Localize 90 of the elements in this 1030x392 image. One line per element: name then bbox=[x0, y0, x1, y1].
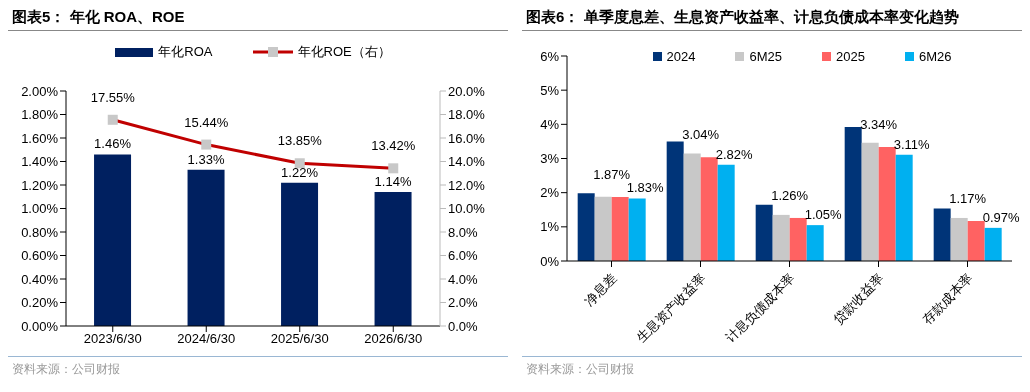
y2-tick-label: 2.0% bbox=[448, 295, 479, 311]
bar bbox=[187, 169, 225, 326]
bar bbox=[967, 221, 985, 261]
bar bbox=[374, 192, 412, 326]
bar bbox=[806, 225, 824, 261]
bar bbox=[984, 227, 1002, 261]
y2-tick-label: 18.0% bbox=[448, 107, 486, 123]
y-tick-label: 6% bbox=[540, 48, 560, 64]
text: 2024 bbox=[666, 49, 696, 64]
text: 6M25 bbox=[749, 49, 782, 64]
y-tick-label: 0.60% bbox=[21, 248, 59, 264]
data-label: 3.11% bbox=[893, 136, 931, 152]
data-label: 0.97% bbox=[982, 209, 1020, 225]
y-tick-label: 3% bbox=[540, 151, 560, 167]
text: 资料来源：公司财报 bbox=[522, 356, 1022, 378]
y2-tick-label: 16.0% bbox=[448, 130, 486, 146]
x-tick-label: 2025/6/30 bbox=[270, 331, 329, 347]
x-tick-label: 贷款收益率 bbox=[830, 270, 887, 328]
text: 6M26 bbox=[918, 49, 952, 64]
text: 年化ROA bbox=[158, 43, 213, 61]
data-label: 13.42% bbox=[371, 138, 416, 154]
y-tick-label: 1.60% bbox=[21, 130, 59, 146]
data-label: 1.05% bbox=[804, 207, 842, 223]
bar bbox=[772, 214, 790, 261]
data-label: 17.55% bbox=[90, 89, 136, 105]
data-label: 2.82% bbox=[715, 146, 753, 162]
data-label: 3.34% bbox=[860, 116, 898, 132]
x-tick-label: 2026/6/30 bbox=[364, 331, 423, 347]
bar bbox=[594, 196, 612, 261]
data-label: 1.83% bbox=[626, 180, 664, 196]
data-label: 13.85% bbox=[277, 133, 323, 149]
bar bbox=[666, 141, 684, 261]
y2-tick-label: 20.0% bbox=[448, 83, 486, 99]
bar bbox=[683, 153, 701, 261]
y2-tick-label: 10.0% bbox=[448, 201, 486, 217]
y-tick-label: 2% bbox=[540, 185, 560, 201]
bar bbox=[628, 198, 646, 261]
data-label: 1.26% bbox=[771, 187, 809, 203]
data-label: 1.33% bbox=[187, 151, 225, 167]
data-label: 3.04% bbox=[682, 127, 720, 143]
y-tick-label: 0% bbox=[540, 253, 560, 269]
bar bbox=[933, 208, 951, 261]
chart-title: 图表5： 年化 ROA、ROE bbox=[8, 8, 508, 31]
bar bbox=[789, 217, 807, 261]
x-tick-label: 计息负债成本率 bbox=[722, 270, 798, 346]
bar bbox=[844, 127, 862, 261]
legend-label: 年化ROE（右） bbox=[297, 43, 391, 61]
y2-tick-label: 12.0% bbox=[448, 177, 486, 193]
bar bbox=[950, 217, 968, 261]
bar bbox=[700, 157, 718, 261]
bar bbox=[577, 193, 595, 261]
y2-tick-label: 8.0% bbox=[448, 224, 479, 240]
bar bbox=[717, 164, 735, 261]
bar bbox=[878, 146, 896, 261]
bar bbox=[755, 204, 773, 261]
y-tick-label: 1.20% bbox=[21, 177, 59, 193]
x-tick-label: 2024/6/30 bbox=[177, 331, 236, 347]
bar bbox=[861, 142, 879, 261]
bar bbox=[611, 197, 629, 261]
y-tick-label: 1% bbox=[540, 219, 560, 235]
data-label: 1.22% bbox=[281, 164, 319, 180]
bar bbox=[94, 154, 132, 326]
data-label: 1.46% bbox=[94, 136, 132, 152]
y2-tick-label: 14.0% bbox=[448, 154, 486, 170]
y-tick-label: 0.00% bbox=[21, 318, 59, 334]
y-tick-label: 1.40% bbox=[21, 154, 59, 170]
y2-tick-label: 0.0% bbox=[448, 318, 479, 334]
data-label: 1.17% bbox=[949, 191, 987, 207]
x-tick-label: 2023/6/30 bbox=[83, 331, 142, 347]
y-tick-label: 1.00% bbox=[21, 201, 59, 217]
y-tick-label: 0.40% bbox=[21, 271, 59, 287]
y-tick-label: 1.80% bbox=[21, 107, 59, 123]
bar bbox=[281, 182, 319, 326]
data-label: 15.44% bbox=[184, 114, 229, 130]
x-tick-label: 存款成本率 bbox=[919, 270, 976, 328]
y-tick-label: 0.20% bbox=[21, 295, 59, 311]
data-label: 1.14% bbox=[374, 174, 412, 190]
y2-tick-label: 4.0% bbox=[448, 271, 479, 287]
x-tick-label: 净息差 bbox=[581, 270, 620, 309]
y-tick-label: 0.80% bbox=[21, 224, 59, 240]
y2-tick-label: 6.0% bbox=[448, 248, 479, 264]
chart-title: 图表6： 单季度息差、生息资产收益率、计息负债成本率变化趋势 bbox=[522, 8, 1022, 31]
x-tick-label: 生息资产收益率 bbox=[633, 270, 709, 346]
text: 2025 bbox=[836, 49, 865, 64]
y-tick-label: 4% bbox=[540, 116, 560, 132]
data-label: 1.87% bbox=[593, 167, 631, 183]
bar bbox=[895, 154, 913, 261]
y-tick-label: 5% bbox=[540, 82, 560, 98]
text: 资料来源：公司财报 bbox=[8, 356, 508, 378]
y-tick-label: 2.00% bbox=[21, 83, 59, 99]
